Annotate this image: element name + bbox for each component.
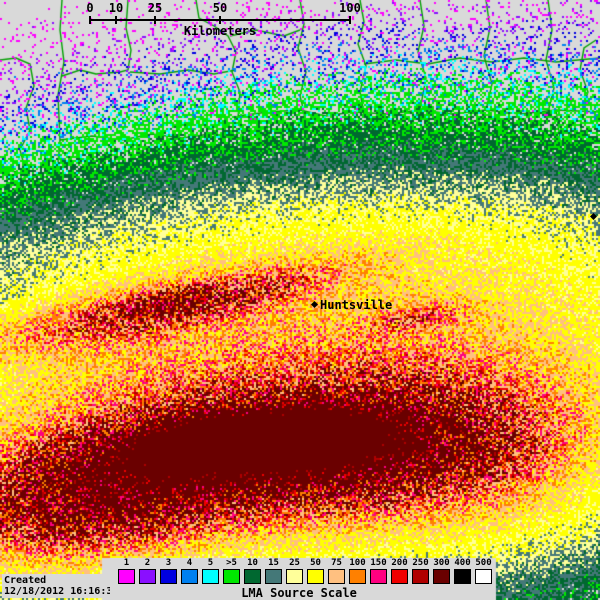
legend-entry-swatch	[433, 569, 450, 584]
legend-entry[interactable]: 75	[326, 558, 347, 584]
legend-entry-swatch	[139, 569, 156, 584]
legend-entry[interactable]: 10	[242, 558, 263, 584]
legend-entry-label: 100	[349, 558, 366, 568]
legend-entry-label: 4	[186, 558, 193, 568]
legend-entry-label: 150	[370, 558, 387, 568]
legend-entry[interactable]: 4	[179, 558, 200, 584]
legend-entry-label: 300	[433, 558, 450, 568]
legend-entry-swatch	[454, 569, 471, 584]
legend-entry-label: 400	[454, 558, 471, 568]
legend-entry-swatch	[265, 569, 282, 584]
legend-entry-swatch	[475, 569, 492, 584]
legend-entry-swatch	[307, 569, 324, 584]
legend-entry[interactable]: 300	[431, 558, 452, 584]
legend-entry-label: 2	[144, 558, 151, 568]
legend-entry-label: 50	[310, 558, 321, 568]
legend-entry-label: 500	[475, 558, 492, 568]
legend-entry-label: 75	[331, 558, 342, 568]
legend-entry[interactable]: 50	[305, 558, 326, 584]
legend-title: LMA Source Scale	[241, 586, 357, 600]
legend-entry-label: 25	[289, 558, 300, 568]
legend-entry-label: 250	[412, 558, 429, 568]
created-label: Created	[4, 575, 47, 586]
legend-entry[interactable]: 500	[473, 558, 494, 584]
legend-entry[interactable]: 25	[284, 558, 305, 584]
legend-entry[interactable]: 3	[158, 558, 179, 584]
legend-entry-label: >5	[226, 558, 237, 568]
legend-entry-swatch	[202, 569, 219, 584]
legend-entry-swatch	[349, 569, 366, 584]
legend-entry[interactable]: 15	[263, 558, 284, 584]
legend-entry[interactable]: 100	[347, 558, 368, 584]
legend-entry-label: 15	[268, 558, 279, 568]
legend-panel: 1 2 3 4 5 >5 10 15 25 50 75 100 150 200 250 300 400 500 L…	[110, 558, 492, 600]
legend-entry-swatch	[370, 569, 387, 584]
legend-entry-swatch	[223, 569, 240, 584]
legend-entry-swatch	[391, 569, 408, 584]
legend-entry[interactable]: 200	[389, 558, 410, 584]
legend-entry[interactable]: 5	[200, 558, 221, 584]
legend-entry-swatch	[244, 569, 261, 584]
legend-entry-label: 1	[123, 558, 130, 568]
legend-entry-swatch	[118, 569, 135, 584]
created-stamp: Created 12/18/2012 16:16:37	[2, 574, 121, 598]
legend-entry-swatch	[412, 569, 429, 584]
legend-entry[interactable]: >5	[221, 558, 242, 584]
legend-entry[interactable]: 1	[116, 558, 137, 584]
legend-entry-swatch	[286, 569, 303, 584]
legend-entry-label: 3	[165, 558, 172, 568]
legend-entry[interactable]: 400	[452, 558, 473, 584]
legend-swatch-row: 1 2 3 4 5 >5 10 15 25 50 75 100 150 200 250 300 400 500	[116, 558, 494, 584]
legend-entry[interactable]: 150	[368, 558, 389, 584]
legend-entry-label: 10	[247, 558, 258, 568]
legend-entry-swatch	[181, 569, 198, 584]
legend-entry-swatch	[160, 569, 177, 584]
legend-entry[interactable]: 250	[410, 558, 431, 584]
created-timestamp: 12/18/2012 16:16:37	[4, 586, 119, 597]
legend-entry-swatch	[328, 569, 345, 584]
legend-entry[interactable]: 2	[137, 558, 158, 584]
legend-entry-label: 5	[207, 558, 214, 568]
legend-entry-label: 200	[391, 558, 408, 568]
